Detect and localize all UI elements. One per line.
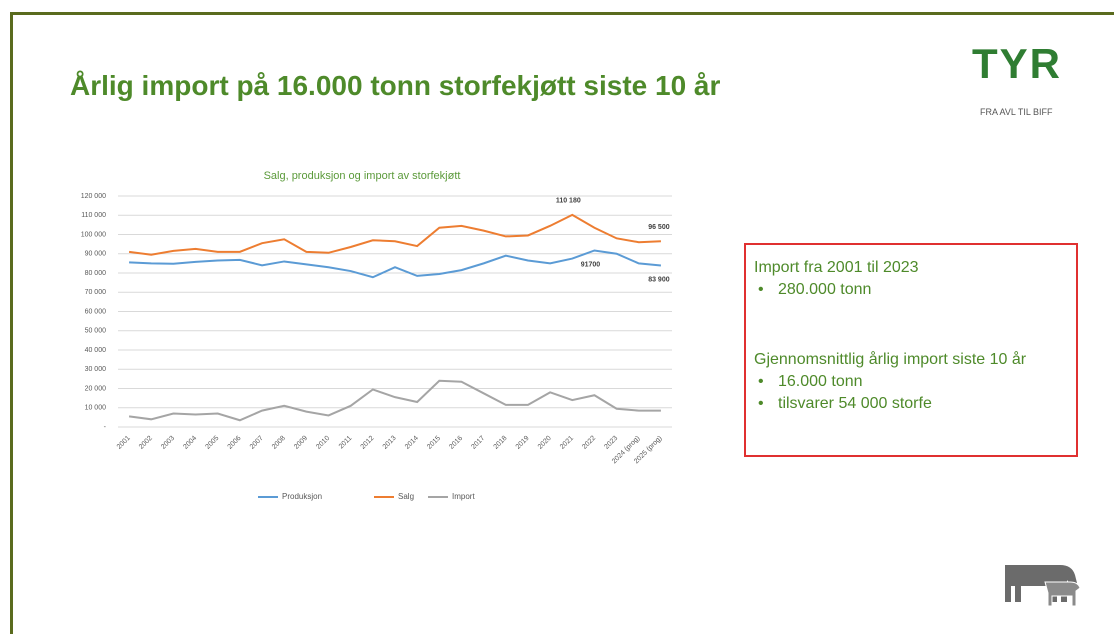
legend-label: Produksjon: [282, 492, 322, 501]
x-tick-label: 2002: [138, 435, 154, 451]
x-tick-label: 2021: [559, 435, 575, 451]
heading: Gjennomsnittlig årlig import siste 10 år: [754, 351, 1027, 368]
y-tick-label: 50 000: [85, 328, 107, 335]
y-tick-label: 60 000: [85, 308, 107, 315]
x-tick-label: 2013: [382, 435, 398, 451]
x-tick-label: 2019: [515, 435, 531, 451]
x-tick-label: 2020: [537, 435, 553, 451]
y-tick-label: 70 000: [85, 289, 107, 296]
x-tick-label: 2006: [227, 435, 243, 451]
series-line: [128, 213, 661, 256]
y-tick-label: 30 000: [85, 366, 107, 373]
x-tick-label: 2009: [293, 435, 309, 451]
y-tick-label: 110 000: [81, 212, 106, 219]
y-tick-label: 80 000: [85, 270, 107, 277]
y-tick-label: -: [104, 424, 107, 431]
x-tick-label: 2018: [493, 435, 509, 451]
chart-title: Salg, produksjon og import av storfekjøt…: [264, 170, 461, 182]
data-label: 96 500: [648, 224, 670, 231]
logo: TYR: [972, 40, 1062, 87]
x-tick-label: 2008: [271, 435, 287, 451]
heading: Import fra 2001 til 2023: [754, 259, 919, 276]
bullet: 280.000 tonn: [754, 279, 1068, 301]
series-line: [129, 249, 662, 279]
data-label: 83 900: [648, 276, 670, 283]
y-tick-label: 90 000: [85, 251, 107, 258]
data-label: 110 180: [556, 198, 581, 205]
logo-tagline: FRA AVL TIL BIFF: [980, 107, 1053, 117]
y-tick-label: 10 000: [85, 405, 107, 412]
x-tick-label: 2011: [338, 435, 354, 451]
x-tick-label: 2012: [360, 435, 376, 451]
frame: [10, 12, 1114, 634]
x-tick-label: 2022: [581, 435, 597, 451]
y-tick-label: 120 000: [81, 193, 106, 200]
x-tick-label: 2023: [603, 435, 619, 451]
y-tick-label: 20 000: [85, 385, 107, 392]
y-tick-label: 100 000: [81, 231, 106, 238]
x-tick-label: 2004: [182, 435, 198, 451]
x-tick-label: 2007: [249, 435, 265, 451]
x-tick-label: 2003: [160, 435, 176, 451]
legend-label: Import: [452, 492, 475, 501]
bullet: tilsvarer 54 000 storfe: [754, 393, 1068, 415]
legend-label: Salg: [398, 492, 414, 501]
x-tick-label: 2010: [315, 435, 331, 451]
bullet: 16.000 tonn: [754, 371, 1068, 393]
x-tick-label: 2017: [470, 435, 486, 451]
x-tick-label: 2014: [404, 435, 420, 451]
x-tick-label: 2016: [448, 435, 464, 451]
cow-icon: [1005, 565, 1081, 607]
slide-title: Årlig import på 16.000 tonn storfekjøtt …: [70, 70, 721, 101]
data-label: 91700: [581, 261, 601, 268]
x-tick-label: 2001: [116, 435, 132, 451]
y-tick-label: 40 000: [85, 347, 107, 354]
info-box: Import fra 2001 til 2023 280.000 tonn Gj…: [744, 243, 1078, 457]
x-tick-label: 2015: [426, 435, 442, 451]
series-line: [128, 379, 661, 422]
x-tick-label: 2005: [204, 435, 220, 451]
